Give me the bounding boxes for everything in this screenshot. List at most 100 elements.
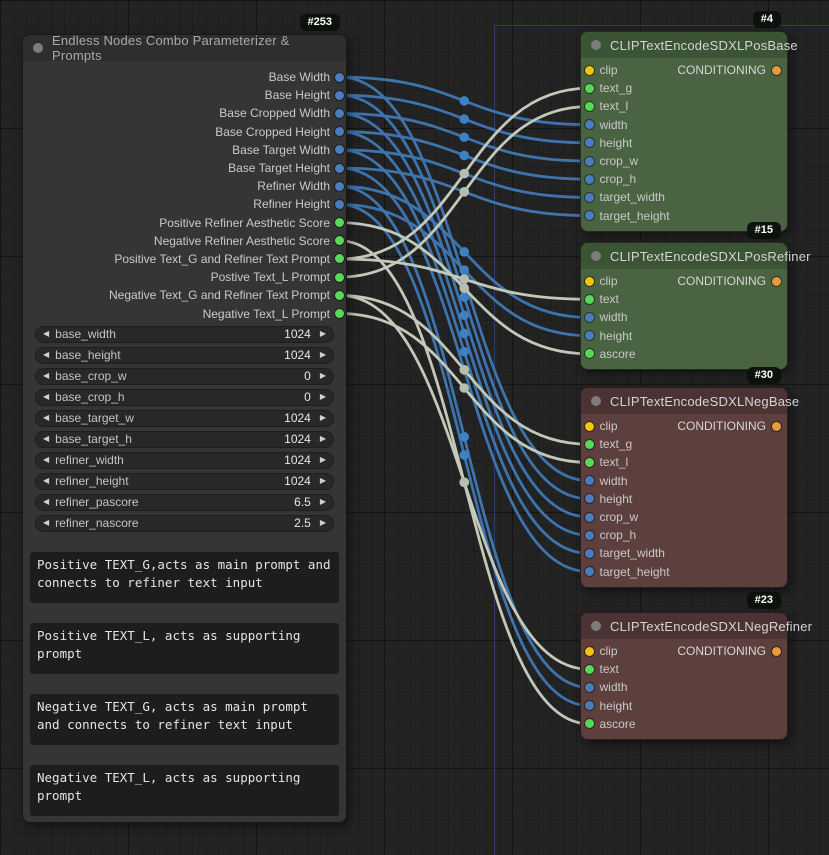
decrement-arrow-icon[interactable]: ◀ (43, 371, 50, 381)
input-port-target-height[interactable] (584, 211, 594, 221)
prompt-text-field-0[interactable]: Positive TEXT_G,acts as main prompt and … (30, 551, 339, 603)
input-port-target-width[interactable] (584, 548, 594, 558)
input-port-height[interactable] (584, 138, 594, 148)
widget-refiner-pascore[interactable]: ◀ refiner_pascore 6.5 ▶ (35, 493, 334, 511)
node-clip-neg-base[interactable]: #30 CLIPTextEncodeSDXLNegBase clip CONDITIO… (580, 367, 799, 588)
input-port-height[interactable] (584, 494, 594, 504)
input-port-width[interactable] (584, 682, 594, 692)
node-title-bar[interactable]: CLIPTextEncodeSDXLPosRefiner (581, 243, 811, 269)
output-port-base-target-height[interactable] (335, 163, 344, 173)
decrement-arrow-icon[interactable]: ◀ (43, 518, 50, 528)
widget-refiner-nascore[interactable]: ◀ refiner_nascore 2.5 ▶ (35, 514, 334, 532)
collapse-dot[interactable] (591, 396, 601, 406)
decrement-arrow-icon[interactable]: ◀ (43, 497, 50, 507)
input-port-clip[interactable] (584, 276, 594, 286)
collapse-dot[interactable] (591, 40, 601, 50)
input-port-crop-w[interactable] (584, 512, 594, 522)
input-port-ascore[interactable] (584, 719, 594, 729)
node-clip-pos-refiner[interactable]: #15 CLIPTextEncodeSDXLPosRefiner clip CONDI… (580, 222, 811, 370)
input-port-crop-h[interactable] (584, 174, 594, 184)
widget-base-crop-h[interactable]: ◀ base_crop_h 0 ▶ (35, 388, 334, 406)
prompt-text-field-2[interactable]: Negative TEXT_G, acts as main prompt and… (30, 693, 339, 745)
prompt-text-field-1[interactable]: Positive TEXT_L, acts as supporting prom… (30, 622, 339, 674)
output-port-refiner-width[interactable] (335, 181, 344, 191)
input-port-text-l[interactable] (584, 101, 594, 111)
node-title-bar[interactable]: Endless Nodes Combo Parameterizer & Prom… (23, 33, 346, 63)
increment-arrow-icon[interactable]: ▶ (319, 497, 326, 507)
input-slot: text_l (581, 97, 787, 115)
node-clip-pos-base[interactable]: #4 CLIPTextEncodeSDXLPosBase clip CONDITION… (580, 11, 798, 232)
decrement-arrow-icon[interactable]: ◀ (43, 392, 50, 402)
input-port-text-g[interactable] (584, 83, 594, 93)
node-title-bar[interactable]: CLIPTextEncodeSDXLNegRefiner (581, 613, 812, 639)
input-port-clip[interactable] (584, 646, 594, 656)
output-port-base-target-width[interactable] (335, 145, 344, 155)
input-port-clip[interactable] (584, 65, 594, 75)
widget-refiner-width[interactable]: ◀ refiner_width 1024 ▶ (35, 451, 334, 469)
increment-arrow-icon[interactable]: ▶ (319, 329, 326, 339)
decrement-arrow-icon[interactable]: ◀ (43, 476, 50, 486)
input-port-width[interactable] (584, 312, 594, 322)
input-port-height[interactable] (584, 331, 594, 341)
output-port-base-height[interactable] (335, 90, 344, 100)
input-port-width[interactable] (584, 120, 594, 130)
output-port-postive-text-l-prompt[interactable] (335, 272, 344, 282)
input-port-text-l[interactable] (584, 457, 594, 467)
output-port-negative-text-l-prompt[interactable] (335, 309, 344, 319)
widget-refiner-height[interactable]: ◀ refiner_height 1024 ▶ (35, 472, 334, 490)
output-port-positive-refiner-aesthetic-score[interactable] (335, 218, 344, 228)
node-clip-neg-refiner[interactable]: #23 CLIPTextEncodeSDXLNegRefiner clip CONDI… (580, 592, 812, 740)
decrement-arrow-icon[interactable]: ◀ (43, 329, 50, 339)
output-port-base-cropped-width[interactable] (335, 108, 344, 118)
widget-base-height[interactable]: ◀ base_height 1024 ▶ (35, 346, 334, 364)
decrement-arrow-icon[interactable]: ◀ (43, 434, 50, 444)
input-slot: crop_w (581, 508, 787, 526)
widget-base-width[interactable]: ◀ base_width 1024 ▶ (35, 325, 334, 343)
increment-arrow-icon[interactable]: ▶ (319, 392, 326, 402)
output-port-base-cropped-height[interactable] (335, 127, 344, 137)
input-port-target-width[interactable] (584, 192, 594, 202)
input-port-text[interactable] (584, 294, 594, 304)
prompt-text-field-3[interactable]: Negative TEXT_L, acts as supporting prom… (30, 764, 339, 816)
input-port-text-g[interactable] (584, 439, 594, 449)
output-port-positive-text-g-and-refiner-text-prompt[interactable] (335, 254, 344, 264)
input-port-clip[interactable] (584, 421, 594, 431)
input-port-ascore[interactable] (584, 349, 594, 359)
output-port-refiner-height[interactable] (335, 199, 344, 209)
increment-arrow-icon[interactable]: ▶ (319, 371, 326, 381)
widget-base-target-h[interactable]: ◀ base_target_h 1024 ▶ (35, 430, 334, 448)
node-parameterizer[interactable]: #253 Endless Nodes Combo Parameterizer & … (22, 14, 347, 823)
widget-base-target-w[interactable]: ◀ base_target_w 1024 ▶ (35, 409, 334, 427)
output-port-negative-refiner-aesthetic-score[interactable] (335, 236, 344, 246)
output-port-conditioning[interactable] (772, 646, 781, 656)
increment-arrow-icon[interactable]: ▶ (319, 476, 326, 486)
increment-arrow-icon[interactable]: ▶ (319, 434, 326, 444)
widget-base-crop-w[interactable]: ◀ base_crop_w 0 ▶ (35, 367, 334, 385)
input-port-crop-w[interactable] (584, 156, 594, 166)
output-port-conditioning[interactable] (772, 276, 781, 286)
node-title-bar[interactable]: CLIPTextEncodeSDXLPosBase (581, 32, 798, 58)
output-port-conditioning[interactable] (772, 65, 781, 75)
decrement-arrow-icon[interactable]: ◀ (43, 413, 50, 423)
collapse-dot[interactable] (33, 43, 43, 53)
input-slots: clip CONDITIONING text width height ascore (581, 269, 787, 363)
decrement-arrow-icon[interactable]: ◀ (43, 350, 50, 360)
increment-arrow-icon[interactable]: ▶ (319, 455, 326, 465)
output-port-conditioning[interactable] (772, 421, 781, 431)
input-port-width[interactable] (584, 476, 594, 486)
increment-arrow-icon[interactable]: ▶ (319, 413, 326, 423)
node-title-bar[interactable]: CLIPTextEncodeSDXLNegBase (581, 388, 799, 414)
decrement-arrow-icon[interactable]: ◀ (43, 455, 50, 465)
increment-arrow-icon[interactable]: ▶ (319, 518, 326, 528)
input-port-crop-h[interactable] (584, 530, 594, 540)
output-port-negative-text-g-and-refiner-text-prompt[interactable] (335, 290, 344, 300)
input-port-height[interactable] (584, 701, 594, 711)
input-port-target-height[interactable] (584, 567, 594, 577)
output-port-base-width[interactable] (335, 72, 344, 82)
collapse-dot[interactable] (591, 621, 601, 631)
output-slot: Negative Text_G and Refiner Text Prompt (23, 286, 346, 304)
increment-arrow-icon[interactable]: ▶ (319, 350, 326, 360)
collapse-dot[interactable] (591, 251, 601, 261)
input-port-text[interactable] (584, 664, 594, 674)
